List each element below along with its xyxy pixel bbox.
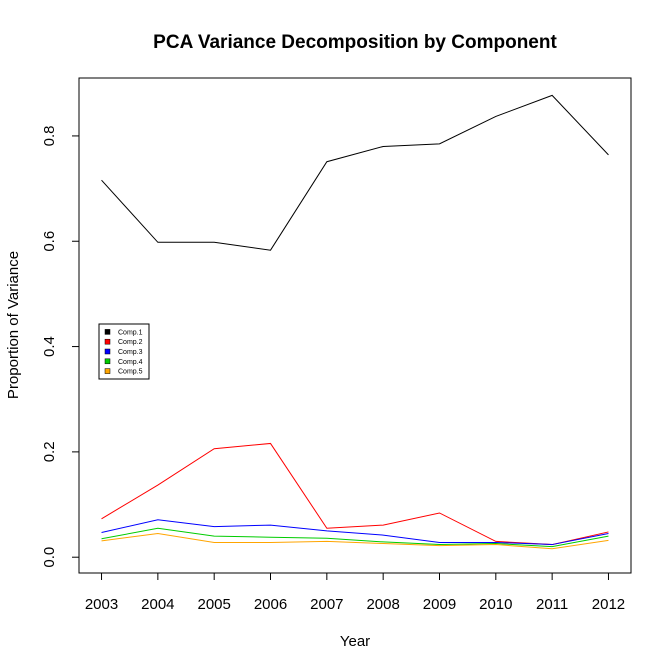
x-tick-label: 2004 — [141, 596, 174, 613]
series-line-comp-5 — [101, 533, 609, 550]
x-tick-label: 2010 — [479, 596, 512, 613]
legend-label: Comp.5 — [118, 369, 143, 376]
x-tick-label: 2012 — [592, 596, 625, 613]
legend-label: Comp.3 — [118, 349, 143, 356]
series-line-comp-3 — [101, 519, 609, 546]
x-tick-label: 2007 — [310, 596, 343, 613]
legend-swatch-comp-4 — [104, 358, 111, 365]
series-lines — [101, 94, 609, 550]
legend: Comp.1 Comp.2 Comp.3 Comp.4 Comp.5 — [98, 323, 150, 380]
legend-label: Comp.2 — [118, 339, 143, 346]
plot-area-frame — [78, 77, 632, 574]
x-tick-label: 2003 — [85, 596, 118, 613]
y-tick-label: 0.8 — [41, 126, 58, 147]
legend-swatch-comp-3 — [104, 348, 111, 355]
y-axis: 0.0 0.2 0.4 0.6 0.8 — [41, 126, 80, 568]
x-axis-label: Year — [340, 633, 370, 650]
legend-swatch-comp-1 — [104, 329, 111, 335]
y-tick-label: 0.2 — [41, 441, 58, 462]
x-axis: 2003 2004 2005 2006 2007 2008 2009 2010 2011 2012 — [85, 572, 625, 613]
legend-label: Comp.1 — [118, 329, 143, 336]
y-axis-label: Proportion of Variance — [5, 251, 22, 399]
y-tick-label: 0.6 — [41, 231, 58, 252]
series-line-comp-4 — [101, 527, 609, 548]
chart-title: PCA Variance Decomposition by Component — [153, 32, 557, 53]
x-tick-label: 2006 — [254, 596, 287, 613]
x-tick-label: 2005 — [197, 596, 230, 613]
y-tick-label: 0.4 — [41, 336, 58, 357]
x-tick-label: 2011 — [536, 596, 568, 613]
legend-label: Comp.4 — [118, 359, 143, 366]
y-tick-label: 0.0 — [41, 547, 58, 568]
x-tick-label: 2009 — [423, 596, 456, 613]
legend-swatch-comp-5 — [104, 368, 111, 374]
x-tick-label: 2008 — [366, 596, 399, 613]
series-line-comp-2 — [101, 442, 609, 546]
series-line-comp-1 — [101, 94, 609, 251]
legend-swatch-comp-2 — [104, 338, 111, 345]
